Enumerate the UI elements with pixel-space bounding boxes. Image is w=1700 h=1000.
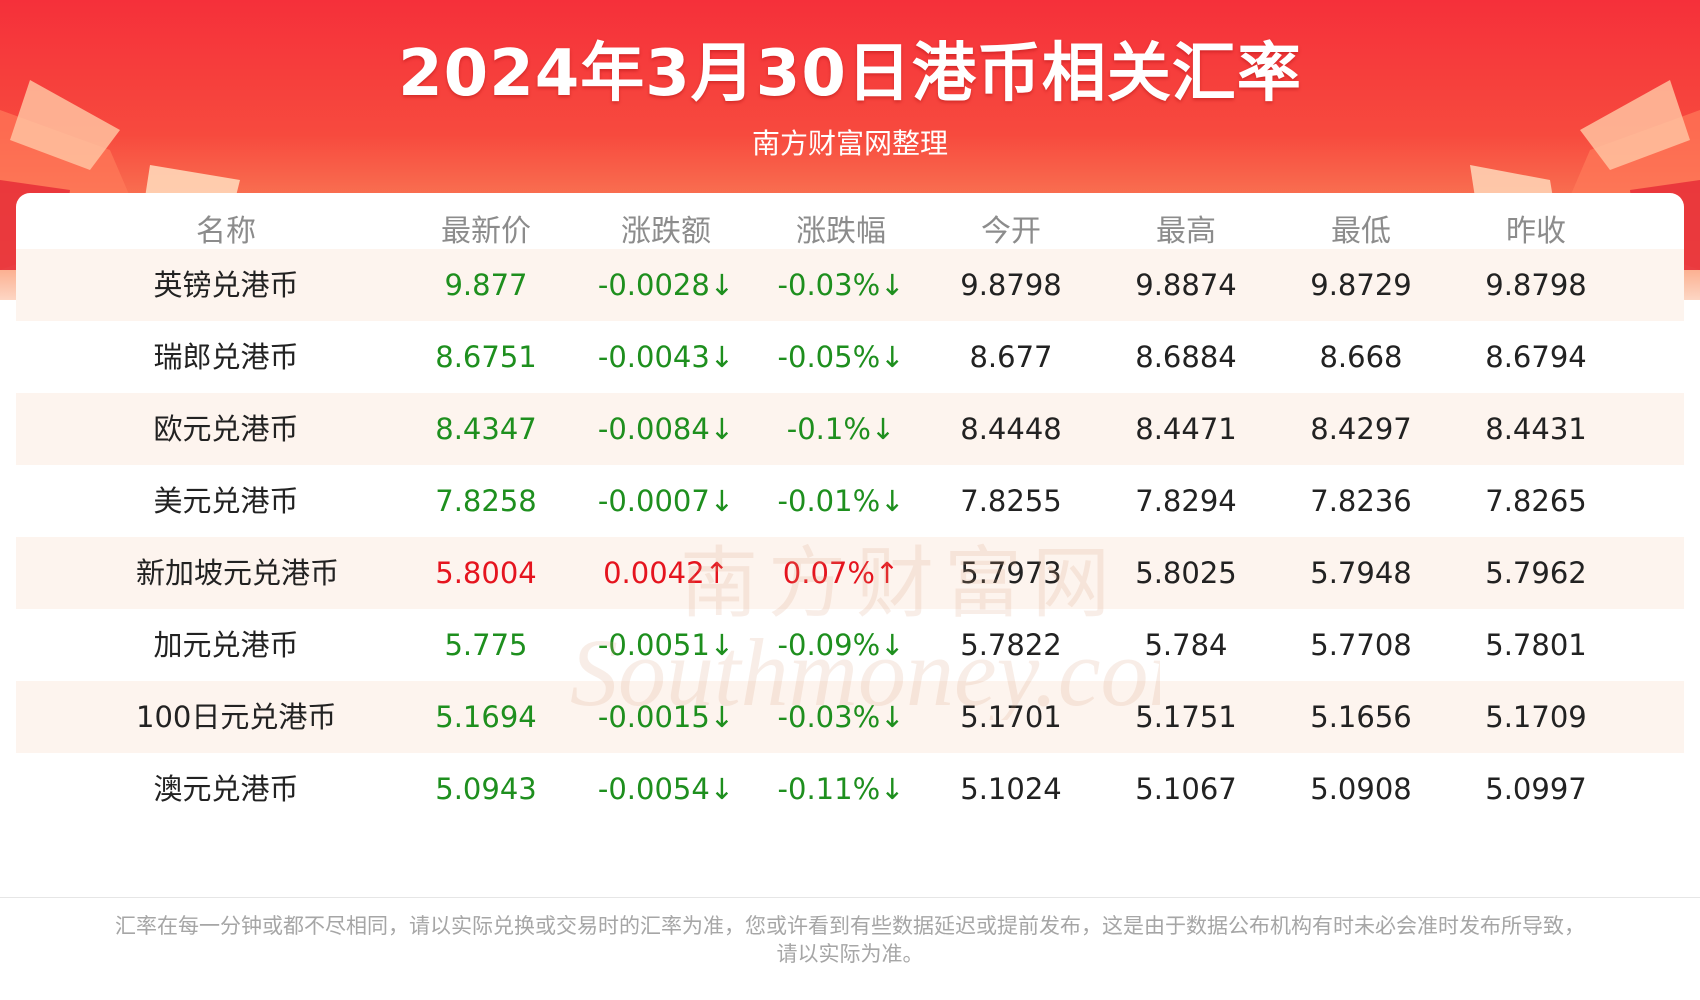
- column-header: 涨跌额: [621, 214, 711, 249]
- high-price: 8.4471: [1135, 412, 1237, 446]
- currency-name: 英镑兑港币: [153, 268, 299, 302]
- currency-name: 100日元兑港币: [136, 700, 337, 734]
- change-percent: -0.03%↓: [777, 700, 905, 734]
- table-header-row: 名称 最新价 涨跌额 涨跌幅 今开 最高 最低 昨收: [16, 193, 1684, 271]
- latest-price: 9.877: [444, 268, 528, 302]
- prev-close: 5.1709: [1485, 700, 1587, 734]
- prev-close: 5.7801: [1485, 628, 1587, 662]
- prev-close: 9.8798: [1485, 268, 1587, 302]
- low-price: 5.1656: [1310, 700, 1412, 734]
- low-price: 9.8729: [1310, 268, 1412, 302]
- currency-name: 瑞郎兑港币: [153, 340, 299, 374]
- low-price: 5.0908: [1310, 772, 1412, 806]
- change-amount: -0.0015↓: [597, 700, 735, 734]
- low-price: 8.668: [1319, 340, 1403, 374]
- change-amount: -0.0054↓: [597, 772, 735, 806]
- change-percent: -0.11%↓: [777, 772, 905, 806]
- column-header: 最低: [1331, 214, 1391, 249]
- prev-close: 5.0997: [1485, 772, 1587, 806]
- column-header: 名称: [196, 214, 256, 249]
- low-price: 5.7948: [1310, 556, 1412, 590]
- column-header: 最新价: [441, 214, 531, 249]
- change-amount: -0.0043↓: [597, 340, 735, 374]
- rate-table: 名称 最新价 涨跌额 涨跌幅 今开 最高 最低 昨收 英镑兑港币 9.877 -0.…: [16, 193, 1684, 903]
- prev-close: 8.4431: [1485, 412, 1587, 446]
- latest-price: 5.8004: [435, 556, 537, 590]
- currency-name: 澳元兑港币: [153, 772, 299, 806]
- currency-name: 新加坡元兑港币: [136, 556, 340, 590]
- high-price: 5.1751: [1135, 700, 1237, 734]
- prev-close: 8.6794: [1485, 340, 1587, 374]
- change-percent: -0.03%↓: [777, 268, 905, 302]
- low-price: 5.7708: [1310, 628, 1412, 662]
- currency-name: 加元兑港币: [153, 628, 299, 662]
- table-row: 英镑兑港币 9.877 -0.0028↓ -0.03%↓ 9.8798 9.8874 9.8…: [16, 249, 1684, 321]
- latest-price: 5.1694: [435, 700, 537, 734]
- table-row: 美元兑港币 7.8258 -0.0007↓ -0.01%↓ 7.8255 7.8294 7.…: [16, 465, 1684, 537]
- low-price: 8.4297: [1310, 412, 1412, 446]
- latest-price: 7.8258: [435, 484, 537, 518]
- change-percent: -0.09%↓: [777, 628, 905, 662]
- low-price: 7.8236: [1310, 484, 1412, 518]
- open-price: 5.7973: [960, 556, 1062, 590]
- table-row: 新加坡元兑港币 5.8004 0.0042↑ 0.07%↑ 5.7973 5.8025 5.…: [16, 537, 1684, 609]
- page-subtitle: 南方财富网整理: [751, 127, 948, 160]
- change-amount: -0.0028↓: [597, 268, 735, 302]
- latest-price: 5.775: [444, 628, 528, 662]
- change-amount: -0.0051↓: [597, 628, 735, 662]
- high-price: 7.8294: [1135, 484, 1237, 518]
- high-price: 5.8025: [1135, 556, 1237, 590]
- table-row: 100日元兑港币 5.1694 -0.0015↓ -0.03%↓ 5.1701 5.175…: [16, 681, 1684, 753]
- open-price: 5.7822: [960, 628, 1062, 662]
- open-price: 5.1024: [960, 772, 1062, 806]
- disclaimer: 汇率在每一分钟或都不尽相同，请以实际兑换或交易时的汇率为准，您或许看到有些数据延…: [60, 912, 1640, 968]
- column-header: 涨跌幅: [796, 214, 886, 249]
- table-row: 瑞郎兑港币 8.6751 -0.0043↓ -0.05%↓ 8.677 8.6884 8.6…: [16, 321, 1684, 393]
- latest-price: 5.0943: [435, 772, 537, 806]
- prev-close: 7.8265: [1485, 484, 1587, 518]
- change-percent: 0.07%↑: [782, 556, 900, 590]
- page-title: 2024年3月30日港币相关汇率: [398, 37, 1302, 111]
- open-price: 7.8255: [960, 484, 1062, 518]
- open-price: 9.8798: [960, 268, 1062, 302]
- currency-name: 欧元兑港币: [153, 412, 299, 446]
- table-row: 澳元兑港币 5.0943 -0.0054↓ -0.11%↓ 5.1024 5.1067 5.…: [16, 753, 1684, 825]
- high-price: 5.1067: [1135, 772, 1237, 806]
- prev-close: 5.7962: [1485, 556, 1587, 590]
- change-amount: -0.0084↓: [597, 412, 735, 446]
- latest-price: 8.6751: [435, 340, 537, 374]
- change-amount: -0.0007↓: [597, 484, 735, 518]
- open-price: 8.4448: [960, 412, 1062, 446]
- high-price: 9.8874: [1135, 268, 1237, 302]
- column-header: 今开: [981, 214, 1041, 249]
- change-percent: -0.1%↓: [786, 412, 896, 446]
- change-amount: 0.0042↑: [603, 556, 729, 590]
- column-header: 昨收: [1506, 214, 1566, 249]
- open-price: 5.1701: [960, 700, 1062, 734]
- change-percent: -0.01%↓: [777, 484, 905, 518]
- high-price: 8.6884: [1135, 340, 1237, 374]
- open-price: 8.677: [969, 340, 1053, 374]
- disclaimer-line-2: 请以实际为准。: [776, 942, 924, 966]
- change-percent: -0.05%↓: [777, 340, 905, 374]
- currency-name: 美元兑港币: [153, 484, 299, 518]
- table-row: 欧元兑港币 8.4347 -0.0084↓ -0.1%↓ 8.4448 8.4471 8.4…: [16, 393, 1684, 465]
- table-row: 加元兑港币 5.775 -0.0051↓ -0.09%↓ 5.7822 5.784 5.77…: [16, 609, 1684, 681]
- high-price: 5.784: [1144, 628, 1228, 662]
- footer-divider: [0, 897, 1700, 898]
- disclaimer-line-1: 汇率在每一分钟或都不尽相同，请以实际兑换或交易时的汇率为准，您或许看到有些数据延…: [115, 914, 1585, 938]
- latest-price: 8.4347: [435, 412, 537, 446]
- column-header: 最高: [1156, 214, 1216, 249]
